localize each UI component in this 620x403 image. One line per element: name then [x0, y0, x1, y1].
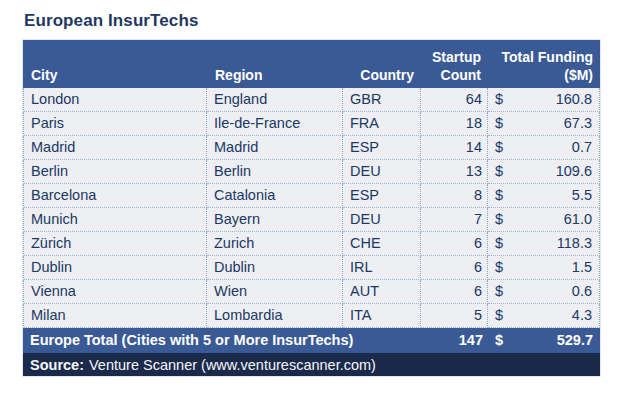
funding-cell: $61.0	[488, 208, 600, 232]
startup-count-cell: 6	[421, 280, 488, 304]
currency-symbol: $	[488, 136, 503, 159]
city-cell: Barcelona	[23, 184, 207, 208]
funding-cell: $5.5	[488, 184, 600, 208]
funding-value: 109.6	[556, 160, 599, 183]
funding-cell: $0.6	[488, 280, 600, 304]
funding-cell: $109.6	[488, 160, 600, 184]
table-row: BerlinBerlinDEU13$109.6	[23, 160, 600, 184]
source-label: Source:	[30, 357, 84, 373]
country-cell: CHE	[343, 232, 421, 256]
city-cell: Milan	[23, 304, 207, 328]
total-row: Europe Total (Cities with 5 or More Insu…	[23, 328, 600, 353]
currency-symbol: $	[488, 160, 503, 183]
city-cell: Zürich	[23, 232, 207, 256]
total-funding-value: 529.7	[557, 328, 600, 353]
country-cell: DEU	[343, 208, 421, 232]
city-cell: Madrid	[23, 136, 207, 160]
funding-cell: $160.8	[488, 88, 600, 112]
startup-count-cell: 6	[421, 256, 488, 280]
table-row: ZürichZurichCHE6$118.3	[23, 232, 600, 256]
table-row: DublinDublinIRL6$1.5	[23, 256, 600, 280]
funding-cell: $4.3	[488, 304, 600, 328]
city-cell: Paris	[23, 112, 207, 136]
funding-value: 4.3	[572, 304, 599, 327]
region-cell: Bayern	[207, 208, 343, 232]
table-row: ViennaWienAUT6$0.6	[23, 280, 600, 304]
table-row: ParisIle-de-FranceFRA18$67.3	[23, 112, 600, 136]
startup-count-cell: 18	[421, 112, 488, 136]
funding-cell: $118.3	[488, 232, 600, 256]
total-count: 147	[421, 328, 488, 353]
header-country: Country	[343, 40, 421, 88]
funding-value: 61.0	[564, 208, 599, 231]
insurtech-table: City Region Country Startup Count Total …	[23, 40, 600, 376]
startup-count-cell: 6	[421, 232, 488, 256]
country-cell: GBR	[343, 88, 421, 112]
city-cell: Vienna	[23, 280, 207, 304]
startup-count-cell: 64	[421, 88, 488, 112]
region-cell: Zurich	[207, 232, 343, 256]
funding-value: 0.7	[572, 136, 599, 159]
currency-symbol: $	[488, 328, 503, 353]
table-header-row: City Region Country Startup Count Total …	[23, 40, 600, 88]
region-cell: Dublin	[207, 256, 343, 280]
page-title: European InsurTechs	[24, 11, 198, 31]
country-cell: DEU	[343, 160, 421, 184]
table-body: LondonEnglandGBR64$160.8ParisIle-de-Fran…	[23, 88, 600, 328]
table-row: MilanLombardiaITA5$4.3	[23, 304, 600, 328]
startup-count-cell: 8	[421, 184, 488, 208]
currency-symbol: $	[488, 208, 503, 231]
table-row: MadridMadridESP14$0.7	[23, 136, 600, 160]
country-cell: ITA	[343, 304, 421, 328]
funding-cell: $0.7	[488, 136, 600, 160]
funding-value: 118.3	[557, 232, 599, 255]
table-row: MunichBayernDEU7$61.0	[23, 208, 600, 232]
city-cell: London	[23, 88, 207, 112]
city-cell: Munich	[23, 208, 207, 232]
source-text: Venture Scanner (www.venturescanner.com)	[89, 357, 376, 373]
table-row: LondonEnglandGBR64$160.8	[23, 88, 600, 112]
total-label: Europe Total (Cities with 5 or More Insu…	[23, 328, 421, 353]
currency-symbol: $	[488, 280, 503, 303]
region-cell: Lombardia	[207, 304, 343, 328]
region-cell: Wien	[207, 280, 343, 304]
startup-count-cell: 5	[421, 304, 488, 328]
header-startup-count: Startup Count	[421, 40, 488, 88]
table-row: BarcelonaCataloniaESP8$5.5	[23, 184, 600, 208]
header-region: Region	[207, 40, 343, 88]
city-cell: Berlin	[23, 160, 207, 184]
country-cell: ESP	[343, 184, 421, 208]
currency-symbol: $	[488, 304, 503, 327]
funding-value: 160.8	[556, 88, 599, 111]
region-cell: Madrid	[207, 136, 343, 160]
header-total-funding: Total Funding ($M)	[488, 40, 600, 88]
region-cell: Ile-de-France	[207, 112, 343, 136]
currency-symbol: $	[488, 112, 503, 135]
funding-cell: $1.5	[488, 256, 600, 280]
region-cell: Catalonia	[207, 184, 343, 208]
country-cell: AUT	[343, 280, 421, 304]
source-row: Source: Venture Scanner (www.venturescan…	[23, 353, 600, 376]
funding-value: 5.5	[572, 184, 599, 207]
city-cell: Dublin	[23, 256, 207, 280]
region-cell: England	[207, 88, 343, 112]
country-cell: ESP	[343, 136, 421, 160]
currency-symbol: $	[488, 184, 503, 207]
country-cell: FRA	[343, 112, 421, 136]
currency-symbol: $	[488, 256, 503, 279]
funding-value: 0.6	[572, 280, 599, 303]
country-cell: IRL	[343, 256, 421, 280]
currency-symbol: $	[488, 88, 503, 111]
header-city: City	[23, 40, 207, 88]
funding-value: 1.5	[572, 256, 599, 279]
startup-count-cell: 14	[421, 136, 488, 160]
currency-symbol: $	[488, 232, 503, 255]
funding-cell: $67.3	[488, 112, 600, 136]
startup-count-cell: 7	[421, 208, 488, 232]
total-funding-cell: $ 529.7	[488, 328, 600, 353]
startup-count-cell: 13	[421, 160, 488, 184]
funding-value: 67.3	[564, 112, 599, 135]
region-cell: Berlin	[207, 160, 343, 184]
